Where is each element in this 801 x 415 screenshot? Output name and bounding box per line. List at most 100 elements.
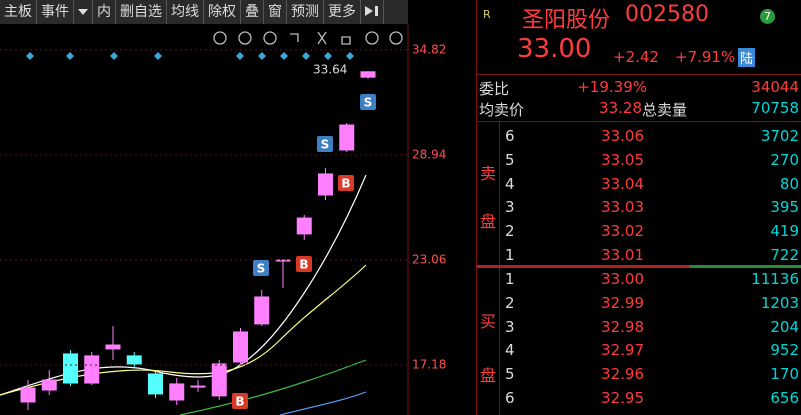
volume: 656 [770,389,799,407]
price: 33.04 [601,174,644,193]
candle-body [360,71,376,78]
candle-body [41,379,57,391]
side-label: 盘 [480,366,497,385]
signal-badge [253,260,269,276]
toolbar-item: 主板 [0,0,37,24]
candle-body [84,355,100,384]
volume: 270 [770,150,799,169]
price: 33.00 [601,270,644,288]
volume: 3702 [760,127,799,145]
ratio-label: 委比 [479,80,510,98]
level: 6 [505,389,515,407]
candle-body [190,385,206,388]
dropdown [74,0,93,24]
candle-body [339,124,355,151]
bid-ask-bar [689,265,801,268]
level: 5 [505,365,515,384]
volume: 419 [770,222,799,241]
signal-badge [317,136,333,152]
candle-body [318,173,333,196]
toolbar-item: 窗 [264,0,287,24]
y-tick-label: 28.94 [412,148,446,162]
volume: 952 [770,341,799,360]
candle-body [105,344,121,350]
y-tick-label: 17.18 [412,358,446,372]
badge: 7 [760,9,775,24]
side-label: 卖 [480,164,497,183]
volume: 395 [770,198,799,217]
ratio-diff: 34044 [751,78,799,96]
level: 2 [505,293,515,312]
price: 33.06 [601,127,644,145]
total-ask: 70758 [751,99,799,117]
signal-badge [338,175,354,191]
candles [20,71,376,410]
signal-badge [232,393,248,409]
candle-body [126,355,142,365]
signal-label: B [299,258,308,272]
volume: 722 [770,246,799,264]
divider [499,121,500,415]
toolbar-item: 均线 [167,0,204,24]
market: R [483,8,491,21]
toolbar-item: 删自选 [116,0,167,24]
last-price: 33.00 [517,34,592,64]
price: 32.98 [601,317,644,336]
moving-averages [0,174,367,415]
toolbar: 主板 事件内删自选 均线 除权叠窗预测 更多 [0,0,408,24]
level: 5 [505,150,515,169]
level: 6 [505,127,515,145]
signal-badge [360,94,376,110]
total-ask-label: 总卖量 [642,101,688,119]
toolbar-item: 预测 [287,0,324,24]
chart: 17.18 23.06 28.94 34.82 33.64 S B S B S B [0,25,446,415]
price: 33.01 [601,246,644,264]
ratio: +19.39% [577,78,647,96]
level: 3 [505,198,515,217]
toolbar-item: 叠 [241,0,264,24]
toolbar-item: 更多 [324,0,361,24]
level: 4 [505,174,515,193]
price: 32.96 [601,365,644,384]
volume: 1203 [760,293,799,312]
price: 33.05 [601,150,644,169]
stock-code: 002580 [625,2,709,27]
signal-label: B [235,395,244,409]
volume: 170 [770,365,799,384]
y-tick-label: 23.06 [412,253,446,267]
level: 3 [505,317,515,336]
quote-panel: R 圣阳股份 002580 7 33.00 +2.42 +7.91% 陆委比 +19.39% 34… [476,0,801,415]
volume: 204 [770,317,799,336]
level: 1 [505,246,515,264]
avg-ask: 33.28 [599,99,642,117]
signal-label: S [364,96,373,110]
candle-body [211,363,227,397]
toolbar-item: 事件 [37,0,74,24]
stock-name: 圣阳股份 [522,8,611,33]
toolbar-item: 内 [93,0,116,24]
volume: 80 [779,174,799,193]
divider [477,74,801,75]
avg-ask-label: 均卖价 [479,101,525,119]
price: 33.02 [601,222,644,241]
candle-body [20,387,36,403]
drawing-tools [213,31,403,45]
bid-ask-bar [477,265,689,268]
candle-body [296,217,312,235]
signal-label: S [257,262,266,276]
divider [477,121,801,122]
price: 33.03 [601,198,644,217]
signal-label: S [321,138,330,152]
high-label: 33.64 [313,63,347,77]
candle-body [275,259,291,262]
price: 32.97 [601,341,644,360]
level: 1 [505,270,515,288]
candle-body [254,296,270,325]
volume: 11136 [751,270,799,288]
candle-body [63,353,78,384]
price: 32.99 [601,293,644,312]
tag: 陆 [738,48,756,67]
toolbar-item: 除权 [204,0,241,24]
side-label: 买 [480,312,497,331]
